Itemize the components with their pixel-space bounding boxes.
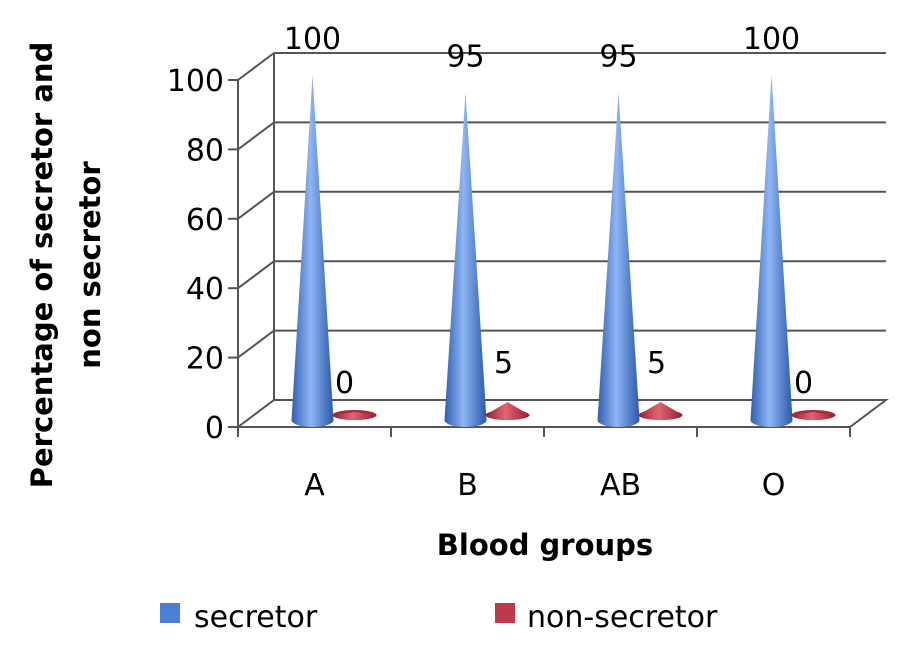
x-tick-label: AB (600, 468, 641, 503)
y-tick-label: 0 (205, 411, 224, 446)
y-tick-label: 80 (186, 133, 224, 168)
data-label-secretor: 95 (446, 39, 484, 74)
data-label-secretor: 100 (743, 22, 800, 57)
cone-secretor (444, 92, 487, 428)
legend-label-non-secretor: non-secretor (527, 600, 718, 635)
gridline-side (237, 52, 275, 81)
x-tick-label: O (762, 468, 786, 503)
bar-non-secretor-O (791, 410, 836, 420)
cone-secretor (291, 75, 334, 428)
data-label-non-secretor: 5 (647, 346, 666, 381)
bar-secretor-AB (597, 92, 640, 428)
cone-non-secretor (638, 401, 683, 420)
legend-swatch-non-secretor (495, 603, 515, 623)
y-tick-label: 60 (186, 203, 224, 238)
y-axis-title-line-2: non secretor (73, 161, 107, 369)
y-tick-label: 20 (186, 342, 224, 377)
bar-non-secretor-AB (638, 401, 683, 420)
cone-secretor (750, 75, 793, 428)
cone-secretor (597, 92, 640, 428)
data-label-non-secretor: 0 (335, 366, 354, 401)
bar-secretor-A (291, 75, 334, 428)
x-axis-title: Blood groups (437, 528, 653, 562)
bar-secretor-B (444, 92, 487, 428)
cone-non-secretor (791, 412, 836, 420)
chart-marks: 100 0 95 5 95 5 100 0 (284, 22, 836, 428)
gridline-side (237, 260, 275, 290)
bar-non-secretor-B (485, 401, 530, 420)
legend-label-secretor: secretor (194, 600, 318, 635)
x-tick-label: A (304, 468, 325, 503)
legend: secretor non-secretor (160, 600, 718, 635)
data-label-secretor: 100 (284, 22, 341, 57)
bar-non-secretor-A (332, 410, 377, 420)
gridline-side (237, 329, 275, 359)
cone-non-secretor (485, 401, 530, 420)
data-label-non-secretor: 0 (794, 366, 813, 401)
y-tick-label: 40 (186, 272, 224, 307)
gridline-side (237, 121, 275, 151)
legend-swatch-secretor (160, 603, 180, 623)
bar-secretor-O (750, 75, 793, 428)
y-tick-label: 100 (167, 64, 224, 99)
cone-non-secretor (332, 412, 377, 420)
data-label-non-secretor: 5 (494, 346, 513, 381)
x-tick-label: B (457, 468, 478, 503)
gridline-side (237, 191, 275, 220)
data-label-secretor: 95 (599, 39, 637, 74)
y-axis-title-line-1: Percentage of secretor and (25, 42, 59, 489)
floor (235, 399, 889, 428)
